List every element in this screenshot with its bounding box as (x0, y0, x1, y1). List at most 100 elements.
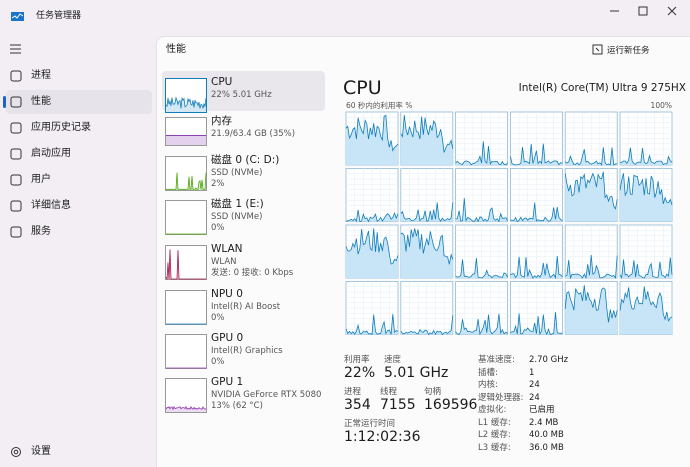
nav-indicator (3, 96, 6, 108)
core-graph (345, 224, 399, 279)
core-graph (400, 224, 454, 279)
nav-item[interactable]: 性能 (31, 96, 51, 107)
detail-label: 虚拟化: (478, 405, 507, 415)
detail-value: 36.0 MB (529, 442, 564, 453)
detail-value: 1 (529, 367, 535, 378)
nav-selected (6, 90, 152, 114)
stat-label: 利用率 (344, 355, 370, 365)
core-graph (564, 281, 618, 335)
device-detail: 22% 5.01 GHz (211, 90, 272, 100)
detail-value: 已启用 (529, 405, 555, 415)
device-name[interactable]: 磁盘 0 (C: D:) (211, 154, 280, 166)
core-graph (345, 281, 399, 336)
nav-icon (10, 200, 22, 212)
device-detail: 21.9/63.4 GB (35%) (211, 129, 296, 139)
device-name[interactable]: GPU 0 (211, 332, 244, 344)
core-graph (509, 281, 563, 336)
core-graph (400, 281, 454, 336)
detail-value: 2.70 GHz (529, 355, 569, 365)
core-graph (564, 168, 618, 222)
stat-label: 进程 (344, 387, 362, 397)
core-graph (509, 168, 563, 223)
device-detail: 0% (211, 223, 225, 233)
core-graph (455, 168, 509, 223)
device-name[interactable]: CPU (211, 76, 233, 88)
nav-icon (10, 122, 22, 134)
device-thumbnail (165, 156, 207, 191)
core-graph (455, 111, 509, 166)
device-name[interactable]: NPU 0 (211, 288, 243, 300)
menu-button[interactable] (10, 44, 22, 54)
nav-item[interactable]: 进程 (31, 70, 51, 81)
detail-label: L2 缓存: (478, 430, 511, 440)
run-task-icon (592, 44, 603, 55)
device-detail: 0% (211, 313, 225, 323)
device-name[interactable]: 磁盘 1 (E:) (211, 198, 264, 210)
detail-label: 插槽: (478, 367, 498, 378)
device-detail: 2% (211, 179, 225, 189)
stat-value: 169596 (424, 397, 478, 413)
detail-label: 逻辑处理器: (478, 392, 524, 403)
nav-icon (10, 226, 22, 238)
stat-label: 线程 (380, 387, 398, 397)
device-detail: SSD (NVMe) (211, 212, 263, 222)
device-thumbnail (165, 378, 207, 413)
graph-max: 100% (650, 101, 672, 110)
nav-icon (10, 148, 22, 160)
graph-label: 60 秒内的利用率 % (346, 101, 413, 110)
device-thumbnail (165, 117, 207, 146)
stat-value: 7155 (380, 397, 416, 413)
nav-item[interactable]: 用户 (31, 174, 51, 185)
detail-value: 2.4 MB (529, 417, 559, 428)
detail-value: 24 (529, 380, 540, 390)
run-new-task[interactable]: 运行新任务 (607, 46, 650, 56)
nav-icon (10, 70, 22, 82)
core-graph (564, 224, 618, 280)
device-name[interactable]: WLAN (211, 243, 243, 255)
stat-value: 354 (344, 397, 371, 413)
nav-icon (10, 174, 22, 186)
stat-label: 正常运行时间 (344, 419, 396, 429)
window-controls[interactable] (606, 4, 684, 18)
stat-value: 22% (344, 365, 376, 381)
device-name[interactable]: 内存 (211, 115, 232, 127)
detail-value: 40.0 MB (529, 430, 564, 440)
page-title: 性能 (166, 44, 186, 55)
cpu-title: CPU (343, 77, 382, 99)
core-graph (619, 168, 673, 222)
detail-label: L1 缓存: (478, 417, 511, 428)
stat-label: 速度 (384, 355, 402, 365)
app-icon (11, 12, 24, 21)
core-graph (455, 224, 509, 279)
nav-item[interactable]: 启动应用 (31, 148, 71, 159)
detail-label: 基准速度: (478, 355, 515, 365)
device-detail: SSD (NVMe) (211, 168, 263, 178)
device-detail: 0% (211, 357, 225, 367)
device-thumbnail (165, 334, 207, 369)
device-detail: 发送: 0 接收: 0 Kbps (211, 268, 294, 278)
device-name[interactable]: GPU 1 (211, 376, 244, 388)
settings-icon (11, 447, 21, 457)
device-detail: WLAN (211, 257, 237, 267)
cpu-model: Intel(R) Core(TM) Ultra 9 275HX (518, 82, 686, 94)
nav-item[interactable]: 详细信息 (31, 200, 71, 211)
window-title: 任务管理器 (36, 11, 82, 21)
nav-icon (10, 96, 22, 108)
core-graph (619, 111, 673, 166)
stat-value: 5.01 GHz (384, 365, 449, 381)
core-graph (619, 281, 673, 335)
detail-label: 内核: (478, 380, 498, 390)
core-graph (509, 224, 563, 280)
core-graph (564, 111, 618, 166)
device-detail: Intel(R) AI Boost (211, 302, 281, 312)
settings[interactable]: 设置 (31, 446, 51, 457)
stat-label: 句柄 (424, 387, 442, 397)
nav-item[interactable]: 应用历史记录 (31, 122, 91, 133)
nav-item[interactable]: 服务 (31, 226, 51, 237)
detail-value: 24 (529, 392, 540, 403)
device-thumbnail (165, 78, 207, 113)
device-detail: 13% (62 °C) (211, 401, 263, 411)
device-thumbnail (165, 245, 207, 280)
